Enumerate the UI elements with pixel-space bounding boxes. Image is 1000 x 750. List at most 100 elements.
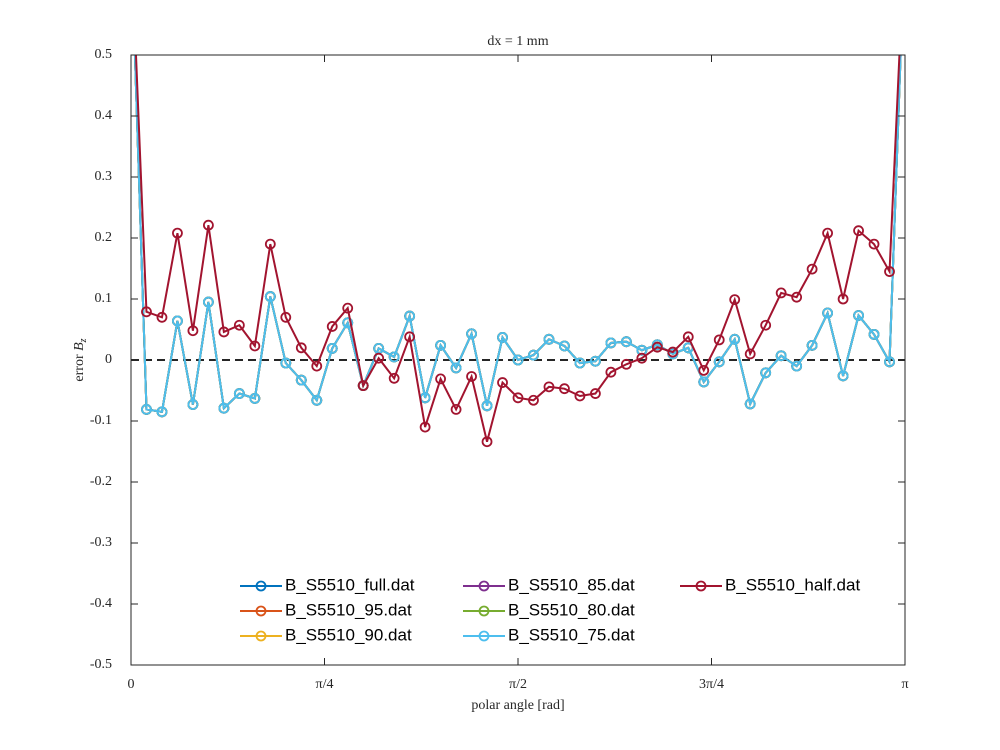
legend-label: B_S5510_full.dat: [285, 575, 415, 594]
data-point: [512, 392, 524, 404]
data-point: [326, 321, 338, 332]
data-point: [729, 333, 741, 345]
legend-label: B_S5510_half.dat: [725, 575, 860, 594]
data-point: [203, 219, 214, 231]
x-tick-label: π: [901, 677, 908, 692]
data-point: [559, 383, 570, 395]
y-tick-label: -0.2: [90, 474, 112, 489]
data-point: [481, 400, 493, 412]
data-point: [388, 351, 400, 363]
legend-marker: [695, 580, 707, 592]
data-point: [233, 319, 245, 331]
data-point: [295, 342, 307, 354]
data-point: [450, 362, 462, 374]
y-axis-label: error Bz: [72, 338, 89, 381]
data-point: [311, 394, 323, 406]
data-point: [698, 364, 710, 376]
data-point: [620, 336, 632, 348]
legend-marker: [255, 630, 267, 642]
data-point: [218, 326, 230, 338]
data-point: [264, 291, 276, 302]
legend-marker: [478, 605, 490, 617]
data-point: [311, 360, 323, 372]
data-point: [729, 294, 741, 306]
y-tick-label: 0.1: [95, 291, 113, 306]
plot-layer: [131, 55, 905, 448]
x-tick-label: π/2: [509, 677, 527, 692]
data-point: [280, 311, 292, 323]
data-point: [264, 238, 276, 250]
legend-label: B_S5510_95.dat: [285, 600, 412, 619]
legend-label: B_S5510_90.dat: [285, 625, 412, 644]
legend: B_S5510_full.dat B_S5510_95.dat B_S5510_90…: [240, 575, 860, 644]
data-point: [822, 307, 833, 319]
data-point: [636, 344, 648, 356]
x-tick-label: 0: [128, 677, 135, 692]
data-point: [419, 421, 431, 433]
data-point: [497, 377, 508, 388]
data-point: [559, 340, 570, 352]
data-point: [187, 399, 199, 410]
data-point: [837, 293, 849, 305]
data-point: [156, 311, 168, 323]
data-point: [620, 358, 632, 370]
legend-marker: [478, 630, 490, 642]
x-tick-label: π/4: [316, 677, 334, 692]
data-point: [233, 388, 245, 399]
data-point: [667, 346, 679, 358]
y-tick-label: -0.3: [90, 535, 112, 550]
y-tick-label: -0.5: [90, 657, 112, 672]
data-point: [543, 381, 555, 393]
data-point: [868, 238, 880, 250]
data-point: [342, 317, 354, 329]
chart-title: dx = 1 mm: [487, 34, 548, 49]
data-point: [682, 331, 694, 343]
data-point: [404, 331, 416, 343]
data-point: [373, 352, 385, 364]
data-point: [605, 366, 617, 378]
y-tick-label: -0.4: [90, 596, 112, 611]
data-point: [651, 341, 663, 353]
data-point: [806, 263, 818, 275]
x-tick-label: 3π/4: [699, 677, 724, 692]
data-point: [636, 352, 648, 364]
data-point: [806, 339, 818, 351]
x-axis-label: polar angle [rad]: [471, 698, 564, 713]
data-point: [744, 398, 756, 410]
data-point: [435, 339, 446, 351]
data-point: [481, 436, 493, 448]
data-point: [218, 402, 230, 414]
data-point: [760, 319, 772, 331]
series-line: [133, 55, 902, 413]
data-point: [512, 354, 524, 366]
y-tick-label: 0.5: [95, 47, 113, 62]
data-point: [853, 225, 864, 237]
data-point: [744, 348, 756, 360]
data-point: [342, 302, 354, 314]
data-point: [837, 370, 849, 382]
data-point: [435, 373, 446, 385]
data-point: [141, 306, 152, 318]
series-line: [134, 55, 901, 442]
data-point: [249, 393, 261, 404]
data-point: [528, 349, 539, 361]
data-point: [822, 227, 833, 239]
y-tick-label: 0.2: [95, 230, 113, 245]
data-point: [528, 394, 539, 406]
data-point: [497, 332, 508, 343]
data-point: [713, 334, 725, 346]
data-point: [249, 340, 261, 352]
data-point: [760, 367, 772, 379]
legend-marker: [255, 580, 267, 592]
data-point: [574, 357, 586, 369]
y-tick-label: 0: [105, 352, 112, 367]
data-point: [574, 390, 586, 402]
data-point: [713, 356, 725, 368]
data-point: [172, 227, 183, 239]
legend-marker: [255, 605, 267, 617]
y-tick-label: 0.4: [95, 108, 113, 123]
data-point: [868, 328, 880, 340]
data-point: [326, 343, 338, 354]
data-point: [450, 404, 462, 415]
